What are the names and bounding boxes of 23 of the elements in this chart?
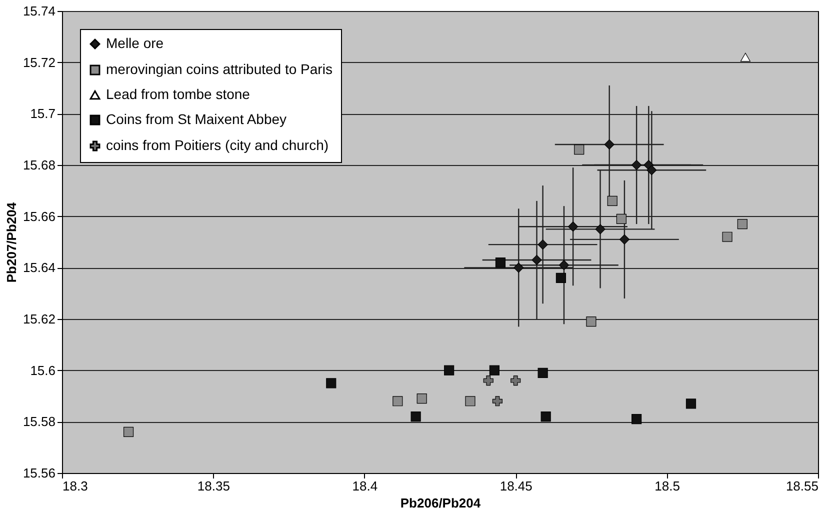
y-axis-title: Pb207/Pb204 <box>4 202 19 283</box>
y-tick-label: 15.7 <box>30 106 56 122</box>
legend-label: Melle ore <box>106 35 164 51</box>
y-tick-label: 15.56 <box>22 466 56 480</box>
y-tick-label: 15.62 <box>22 312 56 326</box>
y-tick-label: 15.58 <box>22 414 56 430</box>
x-tick-label: 18.35 <box>197 478 230 494</box>
y-tick-label: 15.64 <box>22 260 56 276</box>
y-tick-label: 15.68 <box>22 158 56 172</box>
y-tick-label: 15.74 <box>22 4 56 18</box>
x-tick-label: 18.55 <box>786 478 818 494</box>
y-tick-label: 15.72 <box>22 54 56 70</box>
x-tick-label: 18.5 <box>654 478 680 494</box>
x-tick-label: 18.4 <box>352 478 378 494</box>
x-axis-title: Pb206/Pb204 <box>400 496 482 510</box>
legend-label: coins from Poitiers (city and church) <box>106 137 329 153</box>
legend-label: Lead from tombe stone <box>106 86 250 102</box>
x-tick-label: 18.3 <box>62 478 88 494</box>
y-tick-label: 15.6 <box>30 362 56 378</box>
y-tick-label: 15.66 <box>22 208 56 224</box>
legend-label: Coins from St Maixent Abbey <box>106 111 287 127</box>
legend-label: merovingian coins attributed to Paris <box>106 61 332 77</box>
x-tick-label: 18.45 <box>500 478 532 494</box>
